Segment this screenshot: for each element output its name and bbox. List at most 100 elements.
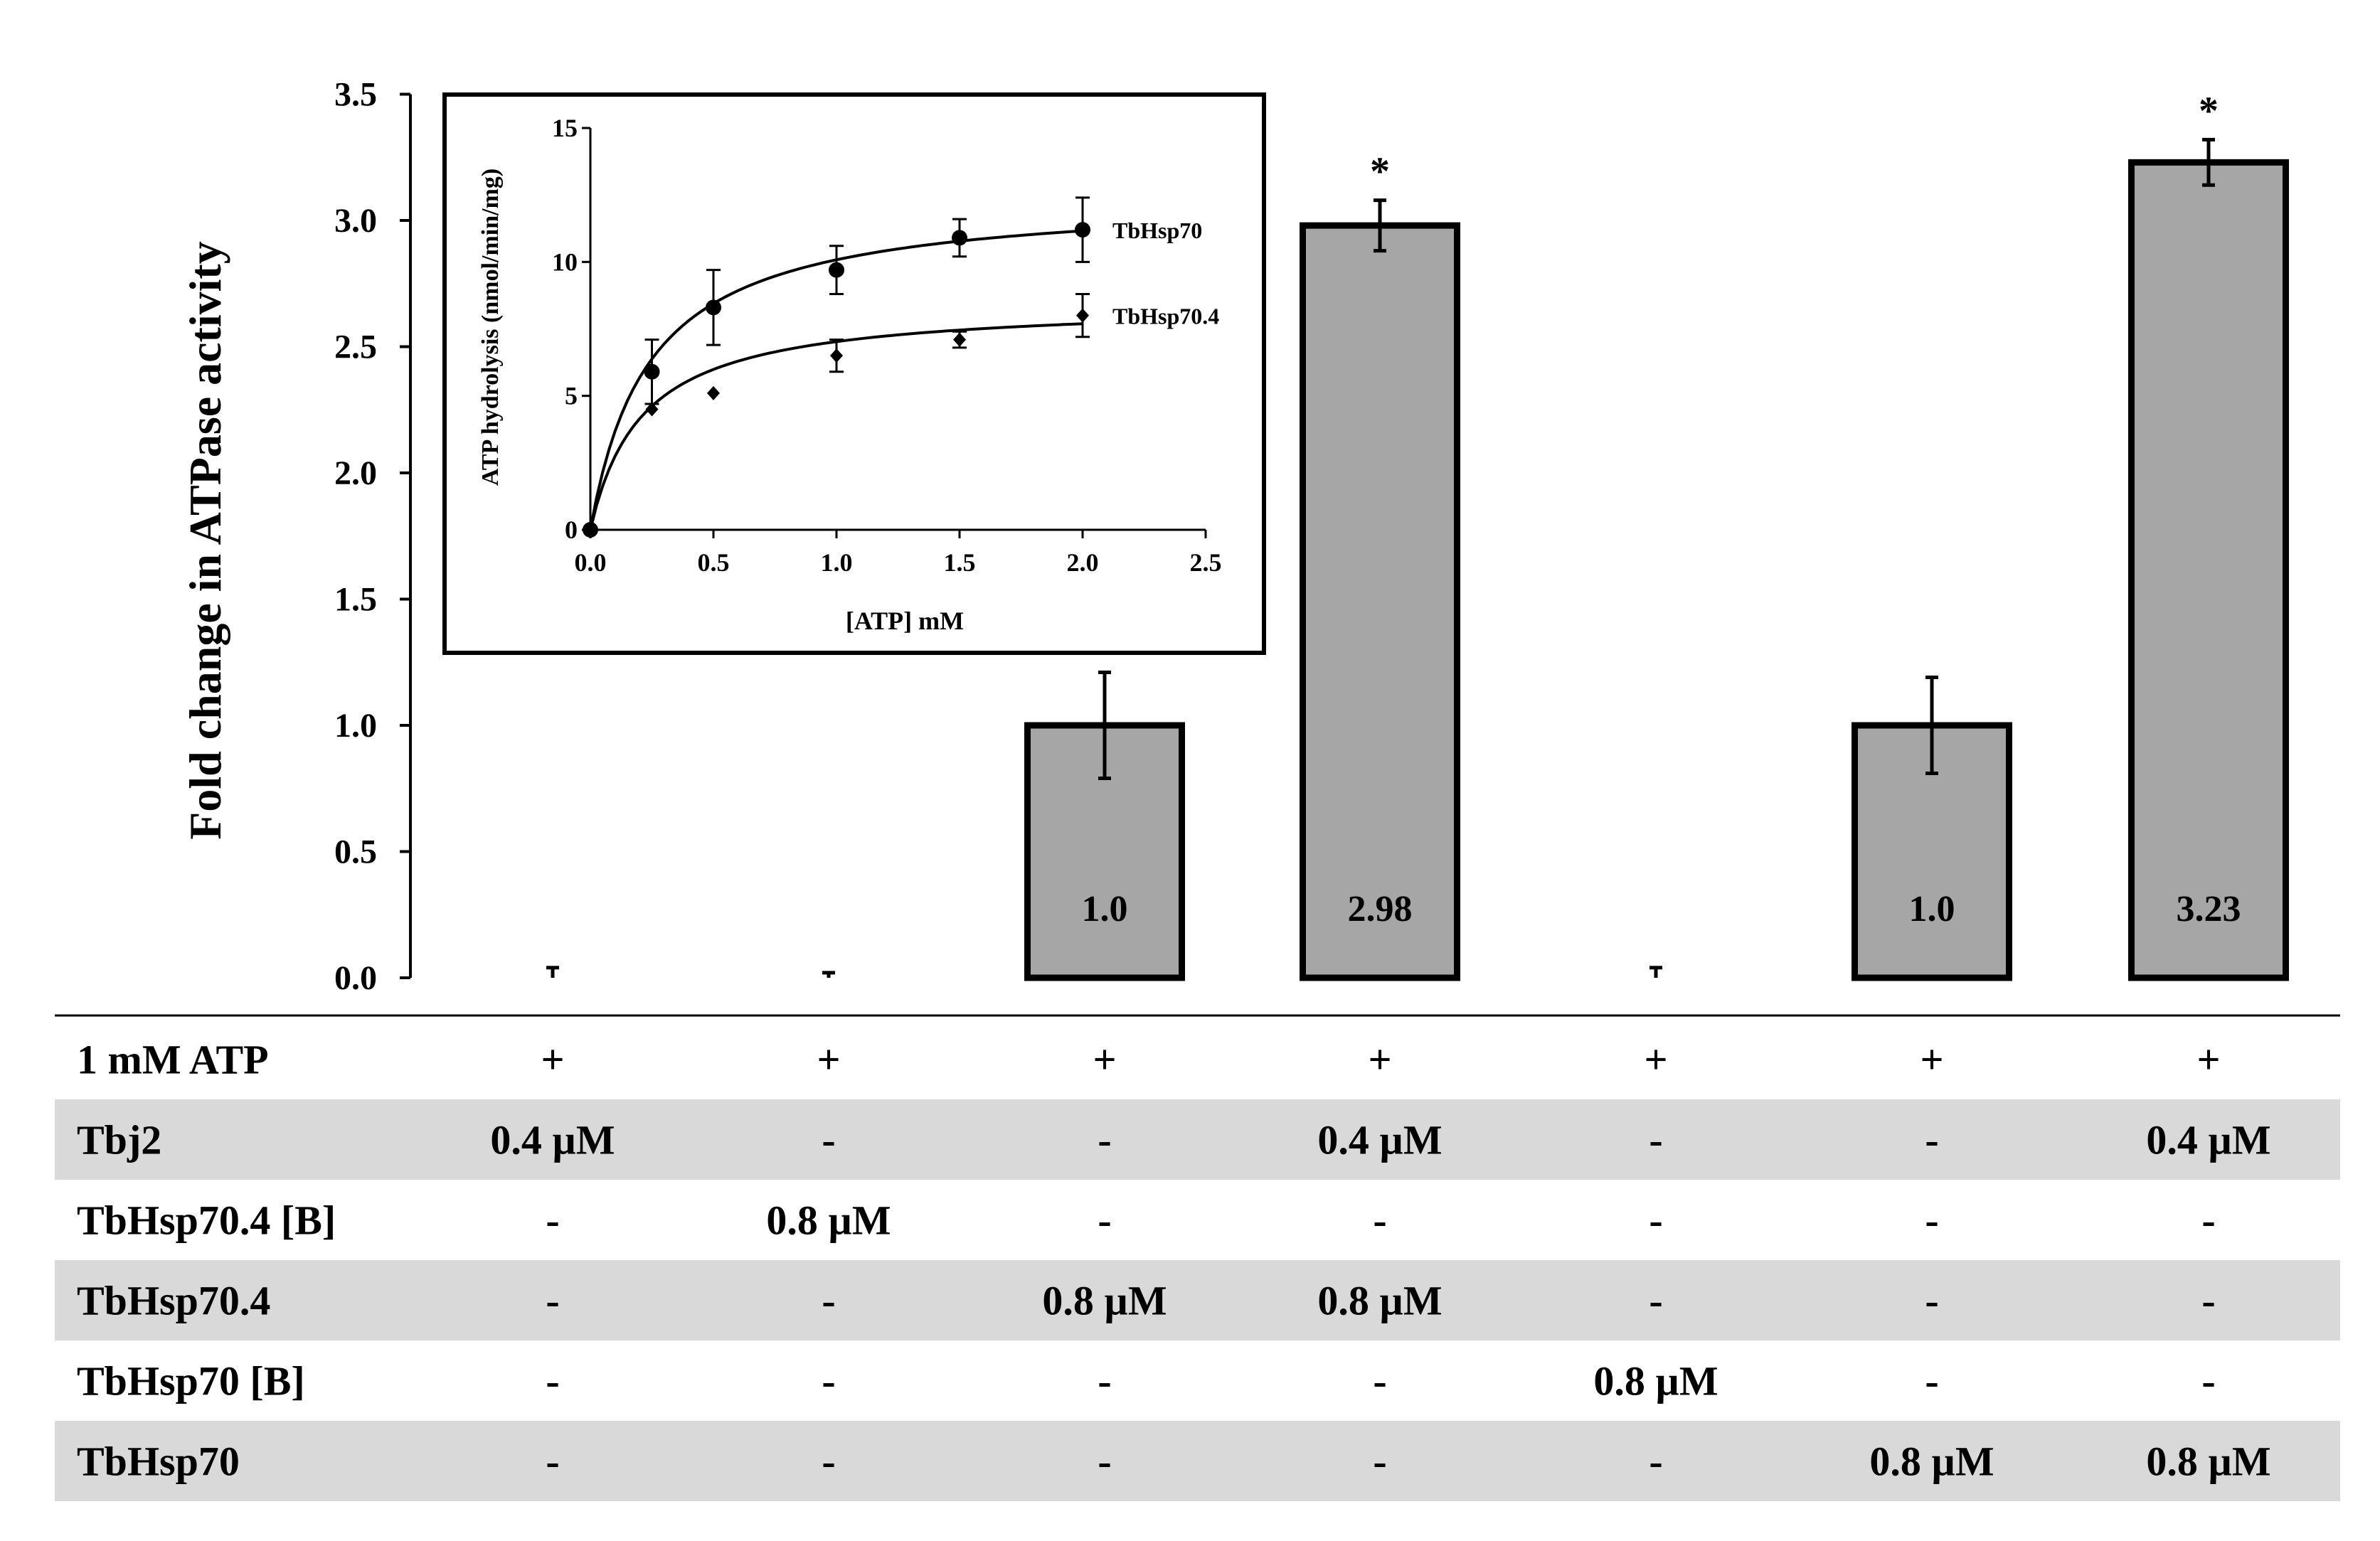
inset-point-circle <box>952 230 967 246</box>
inset-point-circle <box>829 262 844 278</box>
inset-x-tick-label: 0.0 <box>575 548 607 577</box>
table-cell: 0.8 µM <box>1869 1439 1994 1485</box>
inset-y-axis-label: ATP hydrolysis (nmol/min/mg) <box>477 169 504 486</box>
inset-point-diamond <box>707 385 720 400</box>
table-cell: - <box>1649 1278 1662 1324</box>
significance-star: * <box>1370 150 1390 194</box>
inset-x-tick-label: 2.5 <box>1190 548 1222 577</box>
inset-series: TbHsp70 TbHsp70.4 <box>583 196 1219 538</box>
row-label: 1 mM ATP <box>77 1037 269 1083</box>
table-cell: - <box>1925 1278 1938 1324</box>
table-cell: + <box>1920 1037 1943 1083</box>
table-cell: + <box>2196 1037 2220 1083</box>
bars: 1.0 2.98 * 1.0 3.23 * <box>546 89 2289 981</box>
significance-star: * <box>2199 89 2219 133</box>
y-tick-label: 1.5 <box>334 581 377 619</box>
inset-chart: 0 5 10 15 0.0 0.5 1.0 1.5 2.0 2.5 ATP hydrolysis … <box>442 92 1266 655</box>
table-cell: - <box>1649 1198 1662 1244</box>
table-cell: - <box>2201 1278 2215 1324</box>
table-cell: - <box>546 1358 559 1404</box>
table-cell: - <box>2201 1198 2215 1244</box>
table-cell: - <box>1649 1439 1662 1485</box>
table-cell: - <box>1373 1358 1386 1404</box>
table-row: Tbj2 0.4 µM - - 0.4 µM - - 0.4 µM <box>55 1099 2340 1180</box>
y-tick-label: 2.0 <box>334 454 377 492</box>
table-cell: - <box>2201 1358 2215 1404</box>
table-cell: 0.8 µM <box>766 1198 891 1244</box>
row-label: TbHsp70 <box>77 1439 240 1485</box>
table-cell: - <box>822 1278 835 1324</box>
table-cell: 0.8 µM <box>1042 1278 1167 1324</box>
table-cell: - <box>1925 1358 1938 1404</box>
inset-point-diamond <box>1076 308 1089 323</box>
y-tick-label: 1.0 <box>334 707 377 745</box>
inset-series-label: TbHsp70 <box>1112 218 1202 243</box>
row-label: Tbj2 <box>77 1117 161 1163</box>
table-cell: - <box>822 1439 835 1485</box>
table-cell: + <box>1368 1037 1391 1083</box>
table-cell: - <box>546 1278 559 1324</box>
bar <box>1300 222 1460 981</box>
table-cell: - <box>1649 1117 1662 1163</box>
inset-y-tick-label: 5 <box>565 382 578 410</box>
table-cell: - <box>822 1358 835 1404</box>
bar-value-label: 1.0 <box>1909 889 1955 929</box>
table-row: TbHsp70 [B] - - - - 0.8 µM - - <box>77 1358 2216 1404</box>
inset-axes: 0 5 10 15 0.0 0.5 1.0 1.5 2.0 2.5 <box>552 114 1222 577</box>
inset-point-circle <box>706 299 721 316</box>
inset-y-tick-label: 0 <box>565 516 578 544</box>
table-row: TbHsp70 - - - - - 0.8 µM 0.8 µM <box>55 1421 2340 1501</box>
y-tick-label: 0.5 <box>334 833 377 871</box>
row-shading <box>55 1260 2340 1340</box>
table-row: 1 mM ATP + + + + + + + <box>77 1037 2221 1083</box>
table-cell: - <box>546 1439 559 1485</box>
inset-x-tick-label: 1.0 <box>821 548 853 577</box>
table-cell: 0.8 µM <box>2146 1439 2270 1485</box>
table-cell: 0.4 µM <box>2146 1117 2270 1163</box>
inset-point-circle <box>1075 222 1090 238</box>
table-cell: - <box>1373 1439 1386 1485</box>
table-cell: + <box>817 1037 840 1083</box>
inset-x-tick-label: 2.0 <box>1067 548 1099 577</box>
table-row: TbHsp70.4 [B] - 0.8 µM - - - - - <box>77 1198 2216 1244</box>
table-cell: - <box>1098 1358 1111 1404</box>
y-axis-label: Fold change in ATPase activity <box>180 241 230 839</box>
inset-frame <box>442 92 1266 655</box>
table-row: TbHsp70.4 - - 0.8 µM 0.8 µM - - - <box>55 1260 2340 1340</box>
inset-x-tick-label: 1.5 <box>944 548 976 577</box>
table-cell: + <box>1093 1037 1116 1083</box>
inset-x-tick-label: 0.5 <box>698 548 730 577</box>
y-tick-label: 2.5 <box>334 329 377 366</box>
inset-point-diamond <box>645 402 659 417</box>
table-cell: 0.8 µM <box>1593 1358 1718 1404</box>
inset-point-diamond <box>953 332 966 347</box>
inset-y-tick-label: 10 <box>552 247 578 276</box>
table-cell: 0.8 µM <box>1317 1278 1442 1324</box>
bar <box>2128 159 2289 981</box>
y-tick-label: 3.5 <box>334 76 377 114</box>
y-axis: 0.0 0.5 1.0 1.5 2.0 2.5 3.0 3.5 <box>334 76 412 997</box>
bar-value-label: 2.98 <box>1348 889 1413 929</box>
inset-point-diamond <box>584 523 597 537</box>
table-cell: - <box>1098 1198 1111 1244</box>
table-cell: - <box>546 1198 559 1244</box>
table-cell: - <box>1373 1198 1386 1244</box>
y-tick-label: 0.0 <box>334 959 377 997</box>
table-cell: - <box>1925 1198 1938 1244</box>
inset-y-tick-label: 15 <box>552 114 578 142</box>
table-cell: - <box>1098 1439 1111 1485</box>
bar-value-label: 3.23 <box>2177 889 2241 929</box>
inset-x-axis-label: [ATP] mM <box>846 607 964 635</box>
inset-point-diamond <box>830 348 843 363</box>
row-label: TbHsp70 [B] <box>77 1358 305 1404</box>
y-tick-label: 3.0 <box>334 202 377 240</box>
row-shading <box>55 1099 2340 1180</box>
table-cell: - <box>1925 1117 1938 1163</box>
table-cell: 0.4 µM <box>490 1117 615 1163</box>
table-cell: - <box>822 1117 835 1163</box>
table-cell: 0.4 µM <box>1317 1117 1442 1163</box>
row-label: TbHsp70.4 [B] <box>77 1198 336 1244</box>
table-cell: + <box>541 1037 564 1083</box>
